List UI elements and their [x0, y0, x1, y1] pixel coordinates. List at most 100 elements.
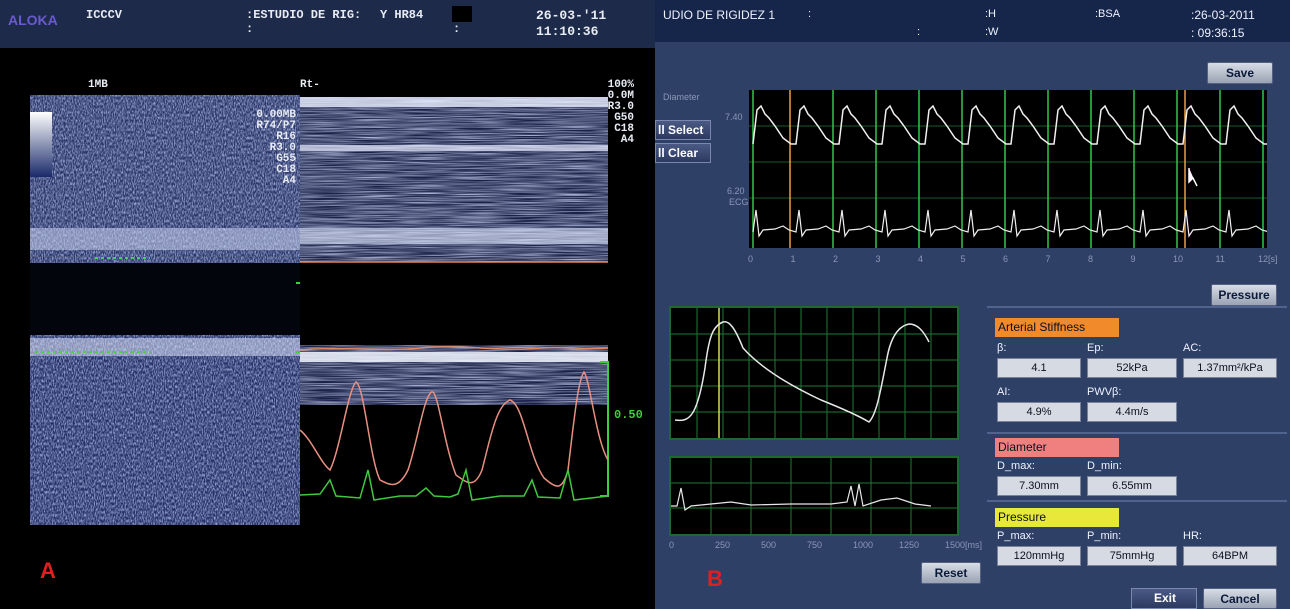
arterial-stiffness-title: Arterial Stiffness [995, 318, 1119, 337]
time-tick: 2 [833, 254, 839, 264]
bmode-parameters: 0.00MB R74/P7 R16 R3.0 G55 C18 A4 [230, 110, 296, 187]
mmode-bright-band [300, 352, 608, 362]
beat-markers [752, 90, 1264, 248]
bmode-param: C18 [276, 164, 296, 176]
cycle-time-tick: 0 [669, 540, 675, 550]
diameter-ecg-svg [749, 90, 1270, 248]
panel-letter-b: B [707, 566, 723, 591]
hr-label: HR: [1183, 530, 1202, 542]
ai-label: AI: [997, 386, 1011, 398]
cycle-time-tick: 1250 [899, 540, 920, 550]
vessel-wall-far [30, 338, 300, 356]
time-tick: 11 [1215, 254, 1225, 264]
pmin-label: P_min: [1087, 530, 1122, 542]
cycle-diameter-plot[interactable] [669, 306, 959, 440]
section-divider [987, 500, 1287, 502]
scale-value: 0.50 [614, 408, 643, 422]
pmin-value: 75mmHg [1087, 546, 1177, 566]
redaction-block [452, 6, 472, 22]
mmode-band-1 [300, 97, 608, 107]
cycle-time-tick: 750 [807, 540, 823, 550]
panel-a-ultrasound: ALOKA ICCCV :ESTUDIO DE RIG: : Y HR84 : … [0, 0, 655, 583]
time-tick: 8 [1088, 254, 1094, 264]
header-colon: : [917, 26, 921, 38]
weight-label: :W [985, 26, 999, 38]
analysis-header-bar: UDIO DE RIGIDEZ 1 : : :H :W :BSA :26-03-… [655, 0, 1290, 42]
time-tick: 3 [875, 254, 881, 264]
reset-button[interactable]: Reset [921, 562, 981, 584]
vessel-lumen [30, 263, 300, 335]
study-line-2: : [246, 22, 254, 36]
bmode-param: G55 [276, 153, 296, 165]
panel-letter-a: A [40, 558, 56, 583]
analysis-time: : 09:36:15 [1191, 26, 1245, 40]
time-tick: 4 [918, 254, 924, 264]
study-name: :ESTUDIO DE RIG: [246, 8, 362, 22]
ultrasound-image [30, 95, 609, 525]
exit-button[interactable]: Exit [1131, 588, 1197, 609]
ecg-axis-label: ECG [729, 197, 749, 207]
pressure-title: Pressure [995, 508, 1119, 527]
time-tick: 6 [1003, 254, 1009, 264]
hr-value: 64BPM [1183, 546, 1277, 566]
cycle-diameter-svg [671, 308, 957, 438]
mouse-pointer-icon [1188, 168, 1198, 187]
cycle-ecg-trace [671, 483, 932, 512]
mmode-ecg-trace [299, 467, 609, 501]
study-title: UDIO DE RIGIDEZ 1 [663, 8, 776, 22]
bmode-speckle-bottom [30, 335, 300, 525]
exam-time: 11:10:36 [536, 24, 599, 39]
save-button[interactable]: Save [1207, 62, 1273, 84]
heart-rate-label: Y HR84 [380, 8, 424, 22]
institution-label: ICCCV [86, 8, 123, 22]
beta-value: 4.1 [997, 358, 1081, 378]
bmode-param: R74/P7 [256, 120, 296, 132]
dmin-label: D_min: [1087, 460, 1122, 472]
bmode-param: A4 [282, 175, 296, 187]
pmax-label: P_max: [997, 530, 1035, 542]
mmode-param: G50 [614, 112, 634, 124]
ecg-trace [752, 209, 1270, 238]
time-tick: 12[s] [1258, 254, 1278, 264]
diameter-axis-label: Diameter [663, 92, 700, 102]
mmode-pressure-waveform [299, 370, 609, 487]
mmode-param: 0.0M [607, 90, 634, 102]
pressure-button[interactable]: Pressure [1211, 284, 1277, 306]
diameter-title: Diameter [995, 438, 1119, 457]
mmode-param: 100% [607, 79, 634, 91]
cancel-button[interactable]: Cancel [1203, 588, 1277, 609]
mmode-param: A4 [620, 134, 634, 146]
panel-b-stiffness-analysis: UDIO DE RIGIDEZ 1 : : :H :W :BSA :26-03-… [655, 0, 1290, 609]
height-label: :H [985, 8, 996, 20]
bsa-label: :BSA [1095, 8, 1121, 20]
pwv-value: 4.4m/s [1087, 402, 1177, 422]
analysis-date: :26-03-2011 [1191, 8, 1255, 22]
time-tick: 5 [960, 254, 966, 264]
header-colon: : [453, 22, 461, 36]
clear-all-button[interactable]: ll Clear [655, 143, 711, 163]
time-tick: 0 [748, 254, 754, 264]
time-tick: 9 [1130, 254, 1136, 264]
bmode-param: R16 [276, 131, 296, 143]
time-tick: 1 [790, 254, 796, 264]
time-tick: 7 [1045, 254, 1051, 264]
bmode-param: 0.00MB [256, 109, 296, 121]
ac-value: 1.37mm²/kPa [1183, 358, 1277, 378]
cycle-time-tick: 500 [761, 540, 777, 550]
ultrasound-header-bar: ALOKA ICCCV :ESTUDIO DE RIG: : Y HR84 : … [0, 0, 655, 48]
header-colon: : [808, 8, 812, 20]
pmax-value: 120mmHg [997, 546, 1081, 566]
grayscale-bar [30, 112, 52, 177]
aloka-logo: ALOKA [8, 12, 58, 28]
mmode-parameters: 100% 0.0M R3.0 G50 C18 A4 [588, 80, 634, 146]
beta-label: β: [997, 342, 1007, 354]
mmode-band-3 [300, 228, 608, 244]
select-all-button[interactable]: ll Select [655, 120, 711, 140]
dmax-value: 7.30mm [997, 476, 1081, 496]
vessel-wall-near [30, 228, 300, 250]
mmode-param: R3.0 [607, 101, 634, 113]
diameter-ecg-plot[interactable] [749, 90, 1270, 248]
y-axis-top: 7.40 [725, 112, 743, 122]
pwv-label: PWVβ: [1087, 386, 1122, 398]
mmode-param: C18 [614, 123, 634, 135]
